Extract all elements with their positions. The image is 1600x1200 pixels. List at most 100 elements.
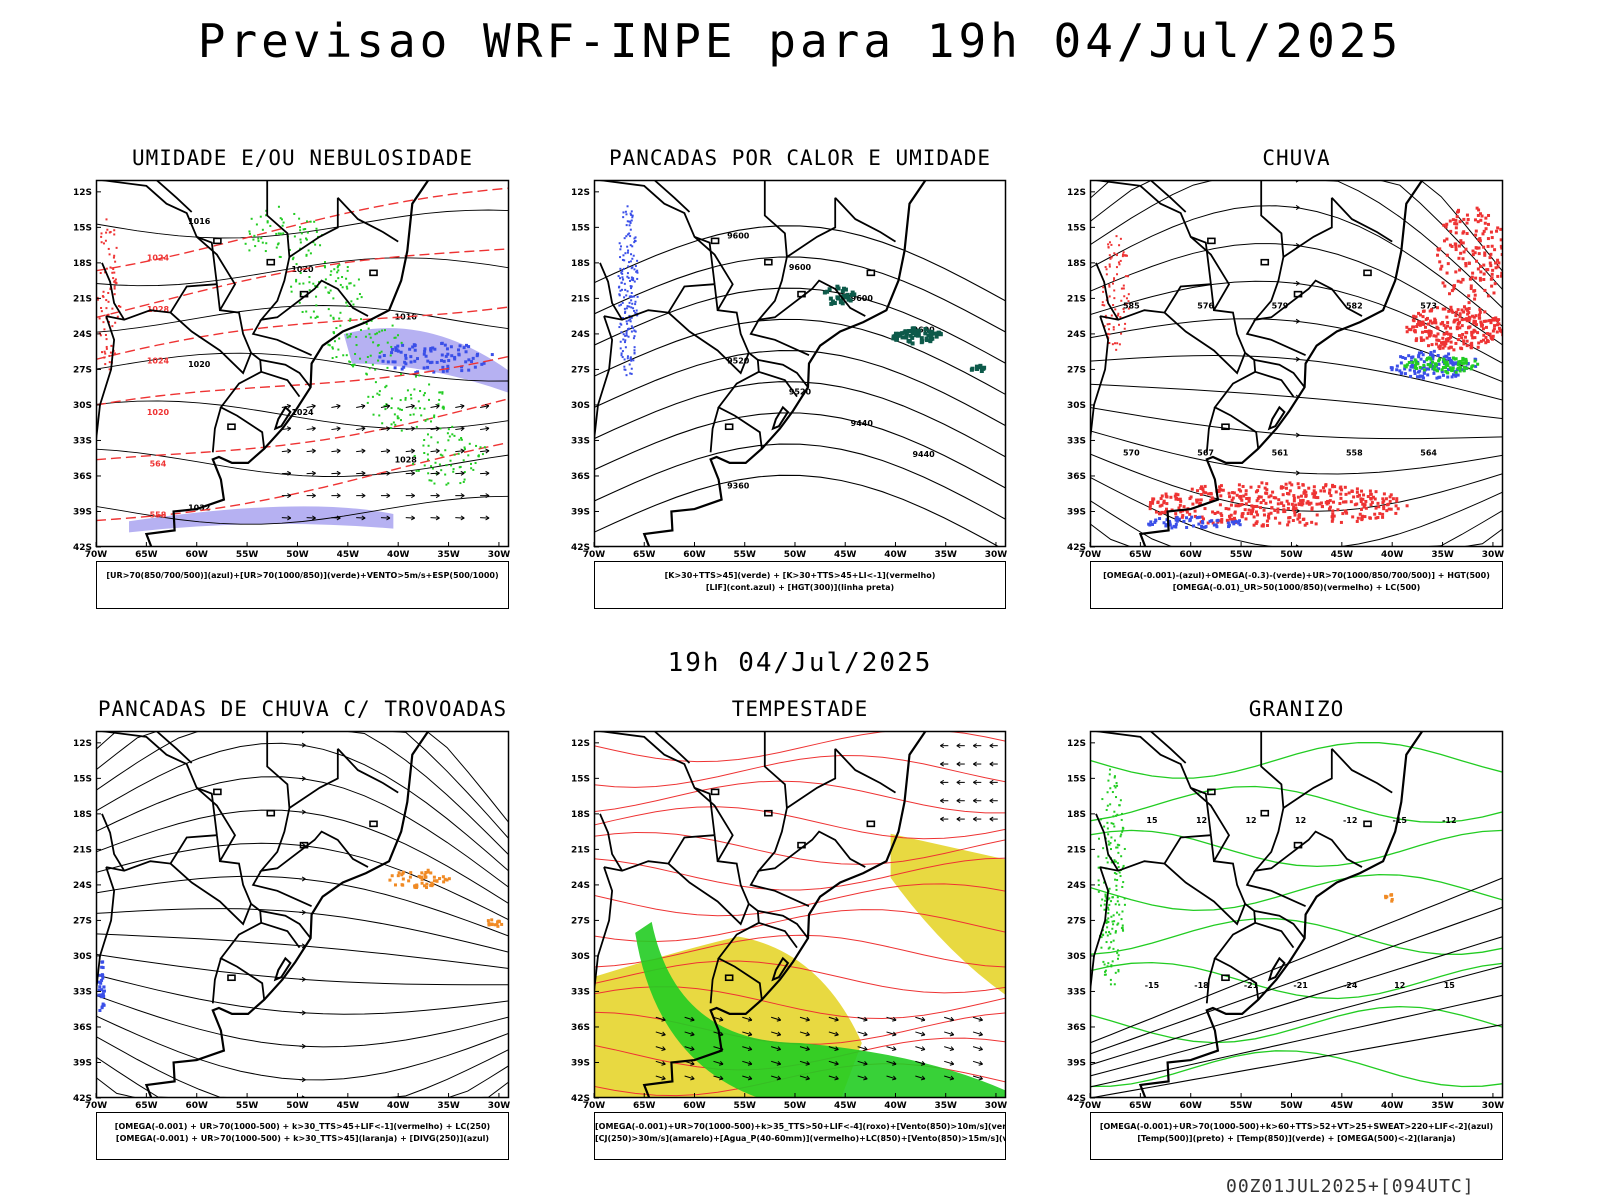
political-border xyxy=(1205,958,1216,1004)
humidity-red-cell xyxy=(105,347,108,350)
rain-red-cell xyxy=(1158,504,1162,508)
wind-vector xyxy=(684,1046,695,1051)
thermal-shower-cell xyxy=(891,334,896,339)
humidity-green-cell xyxy=(290,290,293,293)
rain-red-cell xyxy=(1257,495,1261,499)
lif-contour xyxy=(634,240,637,243)
humidity-blue-cell xyxy=(457,352,461,356)
lif-contour xyxy=(620,323,623,326)
rain-red-cell xyxy=(1297,502,1301,506)
humidity-green-cell xyxy=(462,459,465,462)
rain-red-cell xyxy=(1442,332,1446,336)
small-lake xyxy=(797,290,806,298)
temp-850-cell xyxy=(1107,906,1110,909)
rain-blue-cell xyxy=(1446,375,1450,379)
rain-red-cell xyxy=(1122,251,1125,254)
temp-850-cell xyxy=(1106,821,1109,824)
lif-contour xyxy=(628,363,631,366)
temp-850-cell xyxy=(1116,900,1119,903)
rain-red-cell xyxy=(1269,500,1273,504)
rain-red-cell xyxy=(1240,514,1244,518)
rain-red-cell xyxy=(1263,486,1267,490)
humidity-green-cell xyxy=(439,427,442,430)
rain-red-cell xyxy=(1190,487,1194,491)
lif-contour xyxy=(628,261,631,264)
rain-red-cell xyxy=(1236,504,1240,508)
humidity-green-cell xyxy=(305,238,308,241)
political-border xyxy=(216,835,266,1000)
thermal-shower-cell xyxy=(849,292,854,297)
lif-contour xyxy=(627,319,630,322)
humidity-green-cell xyxy=(423,392,426,395)
temp-850-cell xyxy=(1103,963,1106,966)
rain-blue-cell xyxy=(1208,519,1212,523)
rain-red-cell xyxy=(1493,282,1497,286)
rain-red-cell xyxy=(1262,508,1266,512)
map-content: 960096009600960095209520944094409360 xyxy=(594,180,1006,547)
rain-red-cell xyxy=(1447,332,1451,336)
rain-red-cell xyxy=(1292,505,1296,509)
lat-tick-label: 27S xyxy=(1067,916,1086,926)
temp-500-contour xyxy=(1090,935,1503,1066)
rain-red-cell xyxy=(1122,310,1125,313)
humidity-green-cell xyxy=(378,330,381,333)
lon-tick-label: 60W xyxy=(683,550,706,560)
lif-contour xyxy=(622,216,625,219)
rain-red-cell xyxy=(1247,508,1251,512)
streamline xyxy=(1090,476,1503,547)
political-border xyxy=(251,319,312,357)
geography xyxy=(594,731,927,1098)
temp-850-contour xyxy=(1090,873,1503,912)
rain-red-cell xyxy=(1114,308,1117,311)
temp-850-cell xyxy=(1112,914,1115,917)
humidity-green-cell xyxy=(345,285,348,288)
rain-blue-cell xyxy=(1188,519,1192,523)
rain-red-cell xyxy=(1247,499,1251,503)
rain-red-cell xyxy=(1474,233,1478,237)
rain-red-cell xyxy=(1474,229,1478,233)
lon-tick-label: 35W xyxy=(437,1101,460,1111)
temp-850-cell xyxy=(1110,965,1113,968)
rain-red-cell xyxy=(1230,517,1234,521)
thermal-shower-cell xyxy=(835,284,840,289)
rain-blue-cell xyxy=(1174,522,1178,526)
thermal-shower-cell xyxy=(828,296,833,301)
rain-red-cell xyxy=(1285,499,1289,503)
rain-red-cell xyxy=(1456,209,1460,213)
rain-red-cell xyxy=(1432,320,1436,324)
humidity-green-cell xyxy=(298,226,301,229)
rain-red-cell xyxy=(1209,491,1213,495)
rain-red-cell xyxy=(1486,222,1490,226)
contour-label: 15 xyxy=(1146,816,1158,825)
rain-red-cell xyxy=(1176,497,1180,501)
humidity-green-cell xyxy=(419,390,422,393)
divergence-blue-cell xyxy=(98,985,102,989)
rain-red-cell xyxy=(1297,486,1301,490)
rain-red-cell xyxy=(1107,328,1110,331)
temp-850-cell xyxy=(1104,970,1107,973)
humidity-green-cell xyxy=(332,317,335,320)
humidity-blue-cell xyxy=(445,369,449,373)
rain-red-cell xyxy=(1417,311,1421,315)
lif-contour xyxy=(620,331,623,334)
humidity-green-cell xyxy=(415,469,418,472)
rain-blue-cell xyxy=(1232,522,1236,526)
rain-red-cell xyxy=(1159,512,1163,516)
lif-contour xyxy=(633,346,636,349)
lon-tick-label: 50W xyxy=(286,1101,309,1111)
rain-red-cell xyxy=(1276,507,1280,511)
rain-red-cell xyxy=(1489,252,1493,256)
small-lake xyxy=(710,237,720,245)
contour-label: 567 xyxy=(1197,448,1214,457)
rain-red-cell xyxy=(1328,499,1332,503)
humidity-green-cell xyxy=(279,232,282,235)
humidity-green-cell xyxy=(342,354,345,357)
humidity-green-cell xyxy=(327,343,330,346)
lif-contour xyxy=(631,327,634,330)
rain-red-cell xyxy=(1169,495,1173,499)
rain-red-cell xyxy=(1111,282,1114,285)
temp-850-cell xyxy=(1121,885,1124,888)
lif-contour xyxy=(626,220,629,223)
rain-red-cell xyxy=(1286,507,1290,511)
political-border xyxy=(260,359,312,388)
